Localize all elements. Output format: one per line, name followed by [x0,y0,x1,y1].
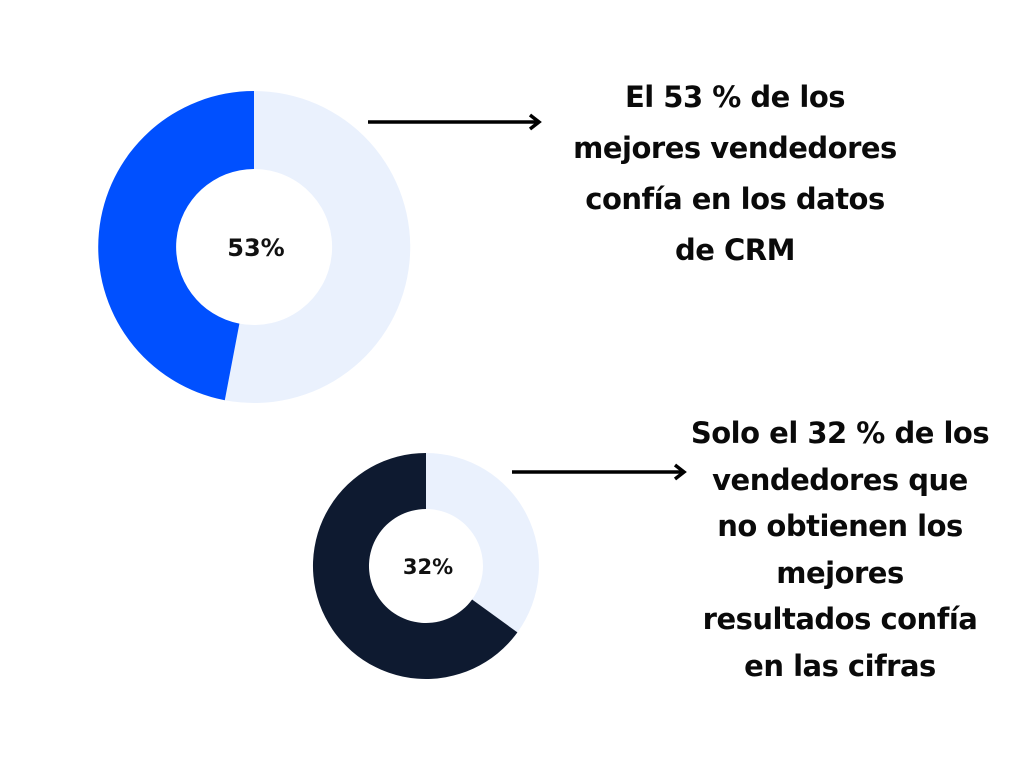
caption-top-line: El 53 % de los [624,80,846,114]
donut-top-center-label: 53% [227,234,284,262]
caption-bottom-line: resultados confía [702,602,978,636]
caption-top-line: confía en los datos [585,182,885,216]
caption-top-line: de CRM [675,233,796,267]
donut-top-segment-blue [98,91,255,401]
donut-bottom-segment-navy [312,452,518,679]
donut-top-segment-light [224,90,411,403]
caption-bottom-line: Solo el 32 % de los [690,416,990,450]
caption-bottom-line: en las cifras [744,648,936,683]
donut-bottom-segment-light [426,453,539,633]
caption-bottom-line: no obtienen los [717,509,963,543]
donut-chart-bottom: 32% [312,452,539,679]
caption-bottom-line: vendedores que [712,462,968,497]
donut-chart-top: 53% [98,90,411,403]
caption-top-line: mejores vendedores [573,131,897,165]
donut-bottom-center-label: 32% [403,555,453,579]
caption-top: El 53 % de los mejores vendedores confía… [540,72,930,276]
arrow-right-icon [368,113,542,131]
caption-bottom-line: mejores [776,555,904,590]
caption-bottom: Solo el 32 % de los vendedores que no ob… [680,410,1000,689]
arrow-right-icon [512,463,687,481]
